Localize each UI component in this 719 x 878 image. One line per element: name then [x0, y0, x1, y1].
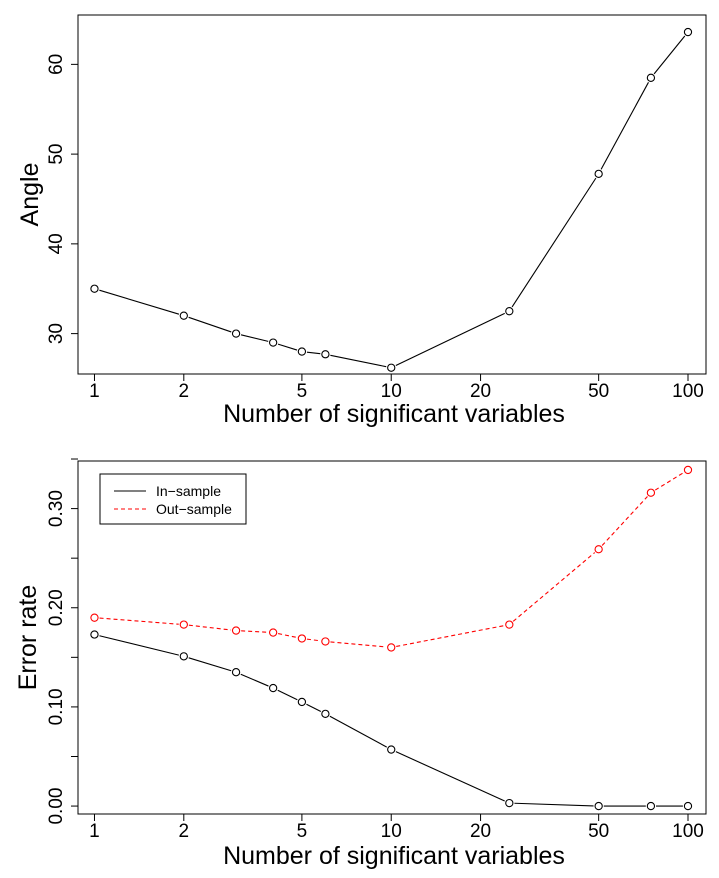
- y-tick-label: 0.00: [46, 788, 67, 825]
- data-point: [683, 465, 693, 475]
- series-line-segment: [395, 751, 505, 802]
- data-point: [268, 338, 278, 347]
- data-point: [297, 697, 307, 707]
- y-tick-label: 30: [46, 323, 67, 344]
- series-1: [90, 630, 693, 811]
- data-point: [594, 169, 603, 179]
- data-point: [268, 628, 278, 637]
- legend: In−sample Out−sample: [99, 473, 247, 525]
- series-line-segment: [99, 635, 179, 656]
- y-tick-label: 50: [46, 144, 67, 165]
- series-line-segment: [240, 334, 269, 342]
- series-line-segment: [395, 312, 505, 367]
- data-point: [90, 613, 99, 622]
- y-tick-label: 0.20: [46, 589, 67, 626]
- x-tick-label: 50: [588, 381, 609, 402]
- series-2: [90, 465, 693, 652]
- data-point: [387, 363, 396, 372]
- data-point: [594, 545, 603, 554]
- x-tick-label: 5: [297, 821, 308, 842]
- x-tick-label: 20: [470, 381, 491, 402]
- data-point: [683, 801, 693, 811]
- series-1: [90, 27, 693, 372]
- x-axis-title: Number of significant variables: [223, 400, 565, 428]
- legend-box: [99, 473, 247, 525]
- series-line-segment: [188, 316, 232, 333]
- data-point: [179, 652, 188, 661]
- plot-frame: [77, 14, 707, 375]
- series-line-segment: [329, 715, 388, 748]
- chart-panel-1: 1 2 5 10 20 50 100 30 40 50 60 Number of significan…: [16, 14, 707, 428]
- data-point: [646, 801, 656, 811]
- series-line-segment: [512, 552, 596, 622]
- data-point: [683, 27, 693, 37]
- y-tick-label: 60: [46, 54, 67, 75]
- x-tick-label: 20: [470, 821, 491, 842]
- x-tick-label: 2: [179, 381, 190, 402]
- series-line-segment: [240, 673, 269, 687]
- series-line-segment: [601, 496, 648, 546]
- data-point: [505, 798, 514, 808]
- data-point: [231, 668, 241, 677]
- data-point: [594, 801, 603, 811]
- y-tick-label: 0.10: [46, 688, 67, 725]
- series-line-segment: [514, 802, 594, 807]
- series-line-segment: [277, 689, 298, 701]
- data-point: [321, 709, 330, 719]
- y-axis-title: Angle: [16, 163, 44, 227]
- series-line-segment: [600, 82, 649, 170]
- x-tick-label: 50: [588, 821, 609, 842]
- x-tick-label: 2: [179, 821, 190, 842]
- series-line-segment: [188, 657, 232, 672]
- series-line-segment: [277, 343, 298, 351]
- series-line-segment: [278, 633, 298, 638]
- series-line-segment: [511, 177, 597, 308]
- series-line-segment: [99, 289, 180, 315]
- x-tick-label: 100: [672, 821, 704, 842]
- data-point: [179, 311, 188, 320]
- data-point: [505, 307, 514, 316]
- y-tick-label: 40: [46, 233, 67, 254]
- data-point: [231, 626, 241, 635]
- series-line-segment: [306, 703, 322, 713]
- series-line-segment: [188, 624, 232, 631]
- chart-panel-2: 1 2 5 10 20 50 100 0.00 0.10 0.20 0.30 Number of si…: [14, 458, 707, 870]
- x-tick-label: 100: [672, 381, 704, 402]
- x-tick-label: 1: [89, 821, 100, 842]
- data-point: [321, 637, 330, 646]
- y-axis-title: Error rate: [14, 585, 42, 691]
- plot-frame: [77, 460, 707, 815]
- data-point: [90, 284, 99, 293]
- data-point: [231, 329, 241, 338]
- data-point: [90, 630, 99, 639]
- series-line-segment: [654, 472, 684, 491]
- series-line-segment: [241, 630, 269, 633]
- data-point: [321, 350, 330, 359]
- series-line-segment: [396, 625, 505, 647]
- legend-label: In−sample: [156, 483, 221, 499]
- data-point: [179, 620, 188, 629]
- series-line-segment: [330, 354, 387, 368]
- data-point: [646, 488, 656, 497]
- data-point: [505, 620, 514, 629]
- x-tick-label: 10: [381, 821, 402, 842]
- x-axis-title: Number of significant variables: [223, 842, 565, 870]
- series-line-segment: [330, 641, 387, 648]
- series-line-segment: [653, 35, 686, 75]
- y-tick-label: 0.30: [46, 490, 67, 527]
- x-tick-label: 5: [297, 381, 308, 402]
- data-point: [387, 643, 396, 652]
- data-point: [646, 73, 656, 82]
- series-line-segment: [306, 638, 321, 642]
- series-line-segment: [99, 617, 179, 625]
- data-point: [297, 634, 307, 643]
- data-point: [268, 683, 278, 693]
- series-line-segment: [306, 351, 321, 355]
- data-point: [387, 745, 396, 754]
- x-tick-label: 10: [381, 381, 402, 402]
- x-tick-label: 1: [89, 381, 100, 402]
- data-point: [297, 347, 307, 356]
- legend-label: Out−sample: [156, 501, 232, 517]
